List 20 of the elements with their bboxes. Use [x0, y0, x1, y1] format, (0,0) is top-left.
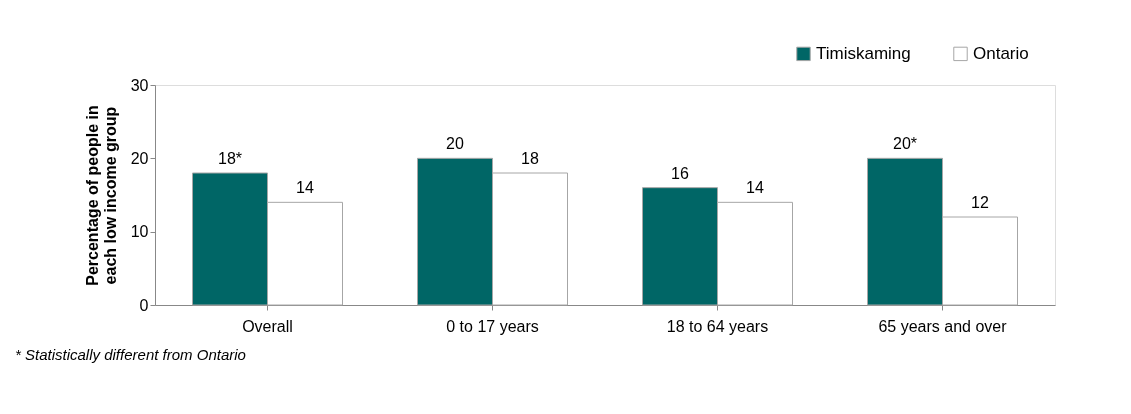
data-label: 16: [671, 164, 689, 182]
legend-label: Timiskaming: [816, 43, 911, 63]
y-tick-label: 0: [139, 296, 149, 314]
x-tick-label: 18 to 64 years: [666, 317, 769, 335]
y-tick-label: 30: [130, 76, 149, 94]
data-label: 18: [521, 150, 539, 167]
y-tick-label: 10: [130, 223, 149, 241]
text: * Statistically different from Ontario: [15, 346, 246, 363]
y-tick-label: 20: [130, 149, 149, 167]
data-label: 18*: [217, 150, 243, 167]
x-tick-label: Overall: [242, 317, 293, 335]
data-label: 20*: [892, 135, 918, 153]
x-tick-label: 65 years and over: [878, 317, 1008, 335]
data-label: 14: [746, 179, 764, 197]
data-label: 20: [446, 135, 464, 153]
legend-label: Ontario: [973, 43, 1029, 63]
x-tick-label: 0 to 17 years: [446, 317, 539, 335]
data-label: 12: [971, 194, 989, 211]
y-axis-title: Percentage of people in each low income group: [83, 105, 119, 286]
data-label: 14: [296, 179, 314, 197]
